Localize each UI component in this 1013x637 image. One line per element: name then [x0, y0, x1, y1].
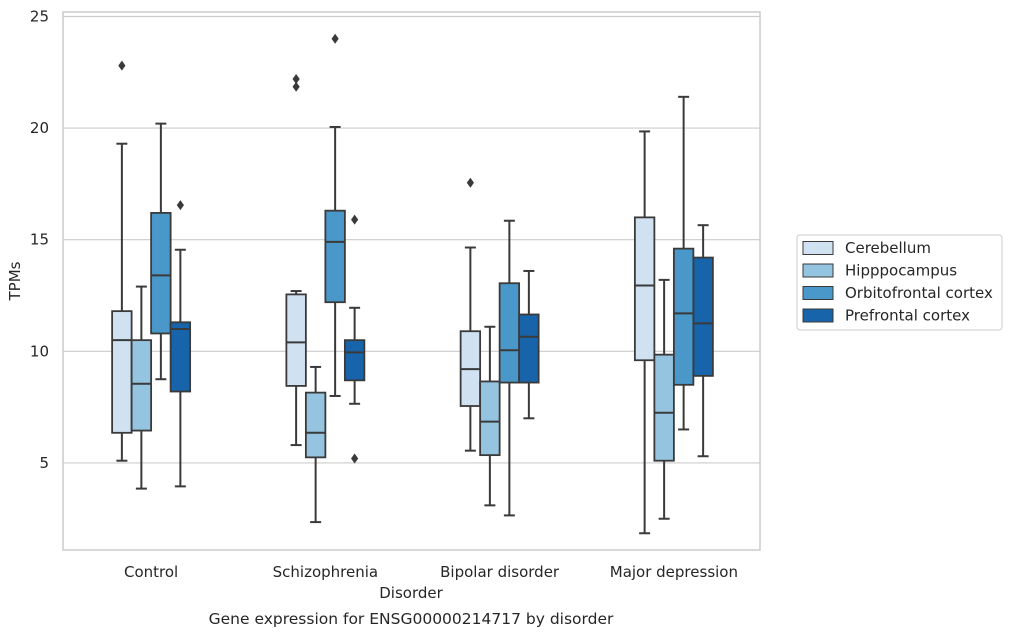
y-tick-label: 10 — [30, 342, 49, 360]
legend-label-orbitofrontal-cortex: Orbitofrontal cortex — [845, 284, 993, 302]
box-hipppocampus-schizophrenia — [304, 365, 327, 524]
outlier-point — [118, 60, 126, 71]
box-iqr — [150, 212, 172, 335]
box-hipppocampus-bipolar-disorder — [479, 325, 501, 507]
box-orbitofrontal-cortex-bipolar-disorder — [498, 219, 521, 517]
box-iqr — [518, 313, 540, 384]
box-orbitofrontal-cortex-major-depression — [672, 95, 695, 431]
x-tick-label-bipolar-disorder: Bipolar disorder — [440, 563, 560, 581]
x-tick-labels: Control Schizophrenia Bipolar disorder Majo… — [124, 563, 738, 581]
box-cerebellum-major-depression — [633, 130, 656, 535]
legend-swatch-cerebellum — [802, 241, 834, 255]
outlier-point — [292, 73, 300, 84]
x-tick-label-major-depression: Major depression — [610, 563, 738, 581]
legend-frame — [796, 234, 1003, 331]
box-orbitofrontal-cortex-schizophrenia — [324, 33, 346, 397]
plot-area — [62, 11, 761, 551]
box-iqr — [285, 293, 307, 387]
box-iqr — [653, 353, 675, 462]
legend-label-hipppocampus: Hipppocampus — [845, 262, 957, 280]
box-iqr — [304, 391, 327, 459]
outlier-point — [331, 33, 339, 44]
box-iqr — [343, 339, 366, 382]
box-iqr — [633, 216, 656, 362]
box-iqr — [498, 282, 521, 384]
box-iqr — [111, 310, 133, 434]
box-iqr — [479, 380, 501, 457]
boxes — [111, 33, 714, 535]
outlier-point — [292, 81, 300, 92]
y-tick-label: 5 — [39, 454, 49, 472]
y-axis-label: TPMs — [6, 261, 24, 301]
box-hipppocampus-control — [130, 285, 153, 490]
box-prefrontal-cortex-schizophrenia — [343, 214, 366, 464]
y-tick-label: 15 — [30, 231, 49, 249]
box-prefrontal-cortex-control — [169, 200, 192, 488]
box-cerebellum-bipolar-disorder — [459, 177, 482, 452]
x-tick-label-schizophrenia: Schizophrenia — [273, 563, 378, 581]
box-prefrontal-cortex-bipolar-disorder — [518, 269, 540, 420]
box-iqr — [324, 209, 346, 304]
legend-label-prefrontal-cortex: Prefrontal cortex — [845, 307, 970, 325]
box-iqr — [692, 256, 714, 377]
y-tick-labels: 5 10 15 20 25 — [30, 7, 49, 471]
legend-label-cerebellum: Cerebellum — [845, 239, 931, 257]
box-cerebellum-schizophrenia — [285, 73, 307, 447]
outlier-point — [466, 177, 474, 188]
box-orbitofrontal-cortex-control — [150, 122, 172, 381]
y-tick-label: 25 — [30, 7, 49, 25]
outlier-point — [351, 453, 359, 464]
x-axis-label: Disorder — [379, 584, 443, 602]
legend-swatch-orbitofrontal-cortex — [802, 286, 834, 300]
legend-swatch-hipppocampus — [802, 263, 834, 278]
box-cerebellum-control — [111, 60, 133, 462]
box-iqr — [130, 339, 153, 432]
box-iqr — [672, 247, 695, 386]
outlier-point — [351, 214, 359, 225]
legend-swatch-prefrontal-cortex — [802, 308, 834, 323]
box-iqr — [169, 321, 192, 393]
x-tick-label-control: Control — [124, 563, 178, 581]
y-tick-label: 20 — [30, 119, 49, 137]
box-hipppocampus-major-depression — [653, 278, 675, 520]
chart-caption: Gene expression for ENSG00000214717 by d… — [209, 610, 614, 628]
box-prefrontal-cortex-major-depression — [692, 224, 714, 458]
outlier-point — [176, 200, 184, 211]
legend: Cerebellum Hipppocampus Orbitofrontal cort… — [796, 234, 1003, 331]
